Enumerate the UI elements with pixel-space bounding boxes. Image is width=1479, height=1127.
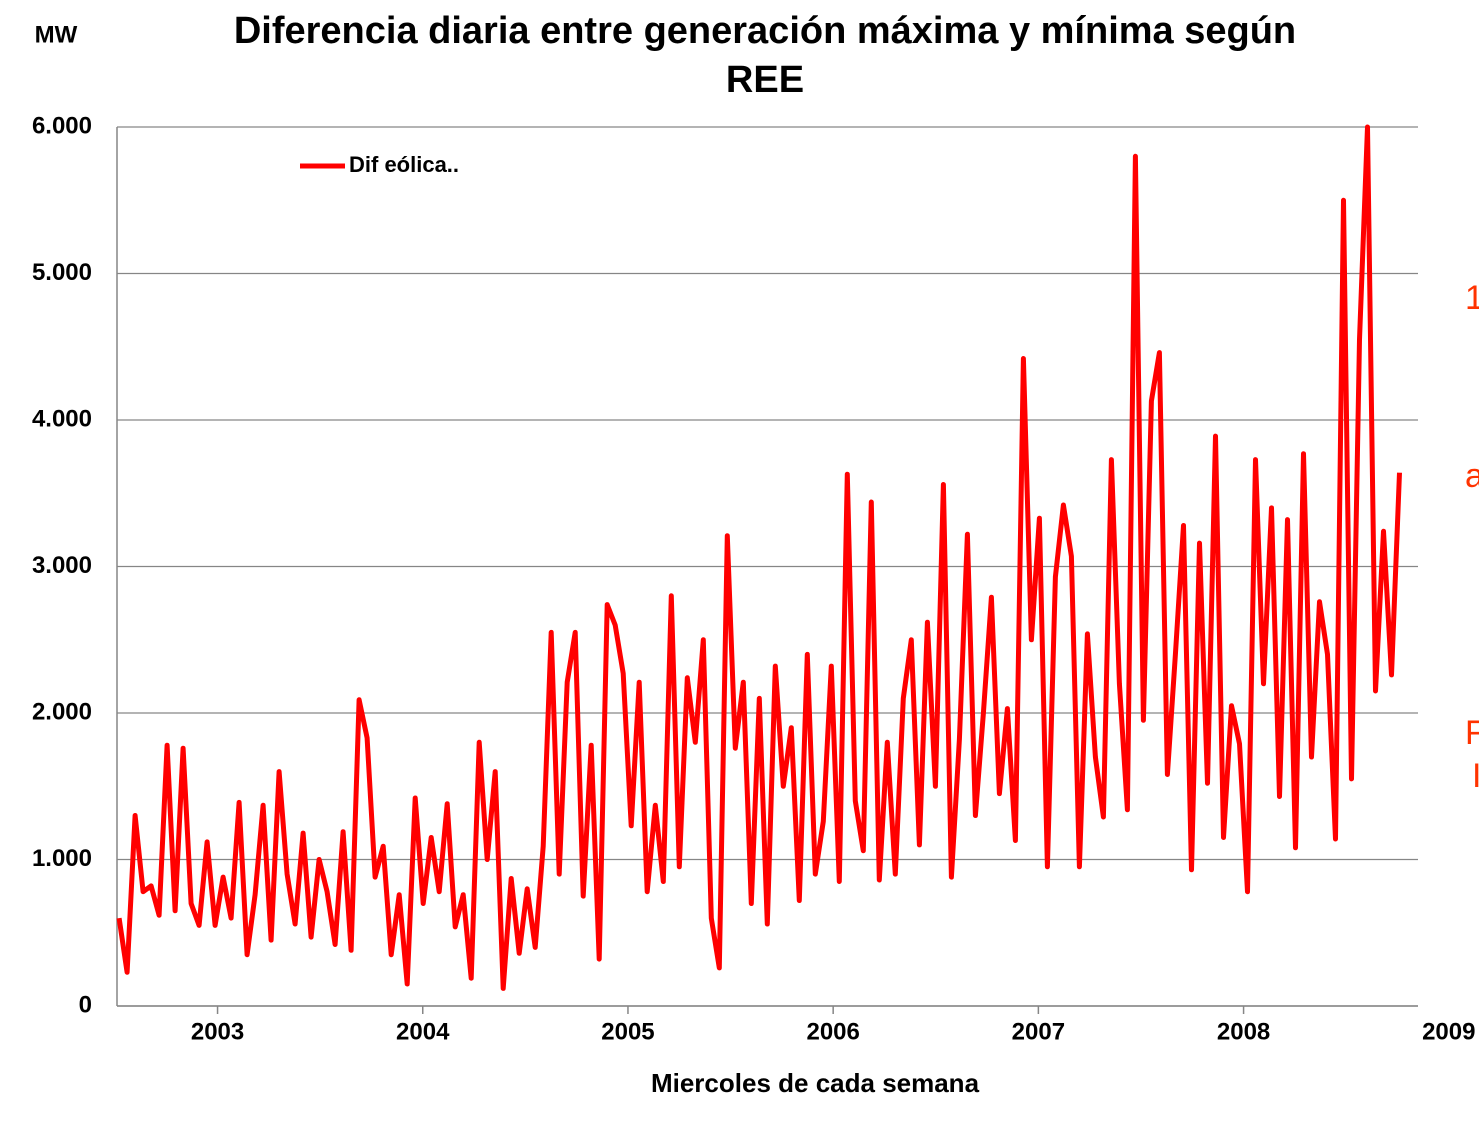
y-tick-label: 1.000 (32, 845, 92, 872)
x-axis-label: Miercoles de cada semana (651, 1068, 980, 1098)
x-tick-label: 2007 (1012, 1018, 1065, 1045)
chart-title: REE (726, 59, 804, 101)
y-tick-label: 3.000 (32, 552, 92, 579)
y-tick-label: 5.000 (32, 259, 92, 286)
data-line (116, 124, 1402, 991)
x-tick-label: 2006 (806, 1018, 859, 1045)
chart-title: Diferencia diaria entre generación máxim… (234, 10, 1296, 52)
legend-label: Dif eólica.. (349, 152, 459, 177)
annotation: I (1472, 757, 1479, 795)
x-tick-label: 2009 (1422, 1018, 1475, 1045)
y-tick-label: 6.000 (32, 112, 92, 139)
y-tick-label: 2.000 (32, 698, 92, 725)
annotation: a (1465, 457, 1479, 495)
x-tick-label: 2005 (601, 1018, 654, 1045)
x-tick-label: 2004 (396, 1018, 450, 1045)
y-tick-label: 4.000 (32, 405, 92, 432)
annotation: F (1465, 714, 1479, 752)
y-tick-label: 0 (79, 991, 92, 1018)
x-tick-label: 2008 (1217, 1018, 1270, 1045)
y-axis-label: MW (35, 21, 78, 48)
x-tick-label: 2003 (191, 1018, 244, 1045)
annotation: 1 (1465, 279, 1479, 317)
